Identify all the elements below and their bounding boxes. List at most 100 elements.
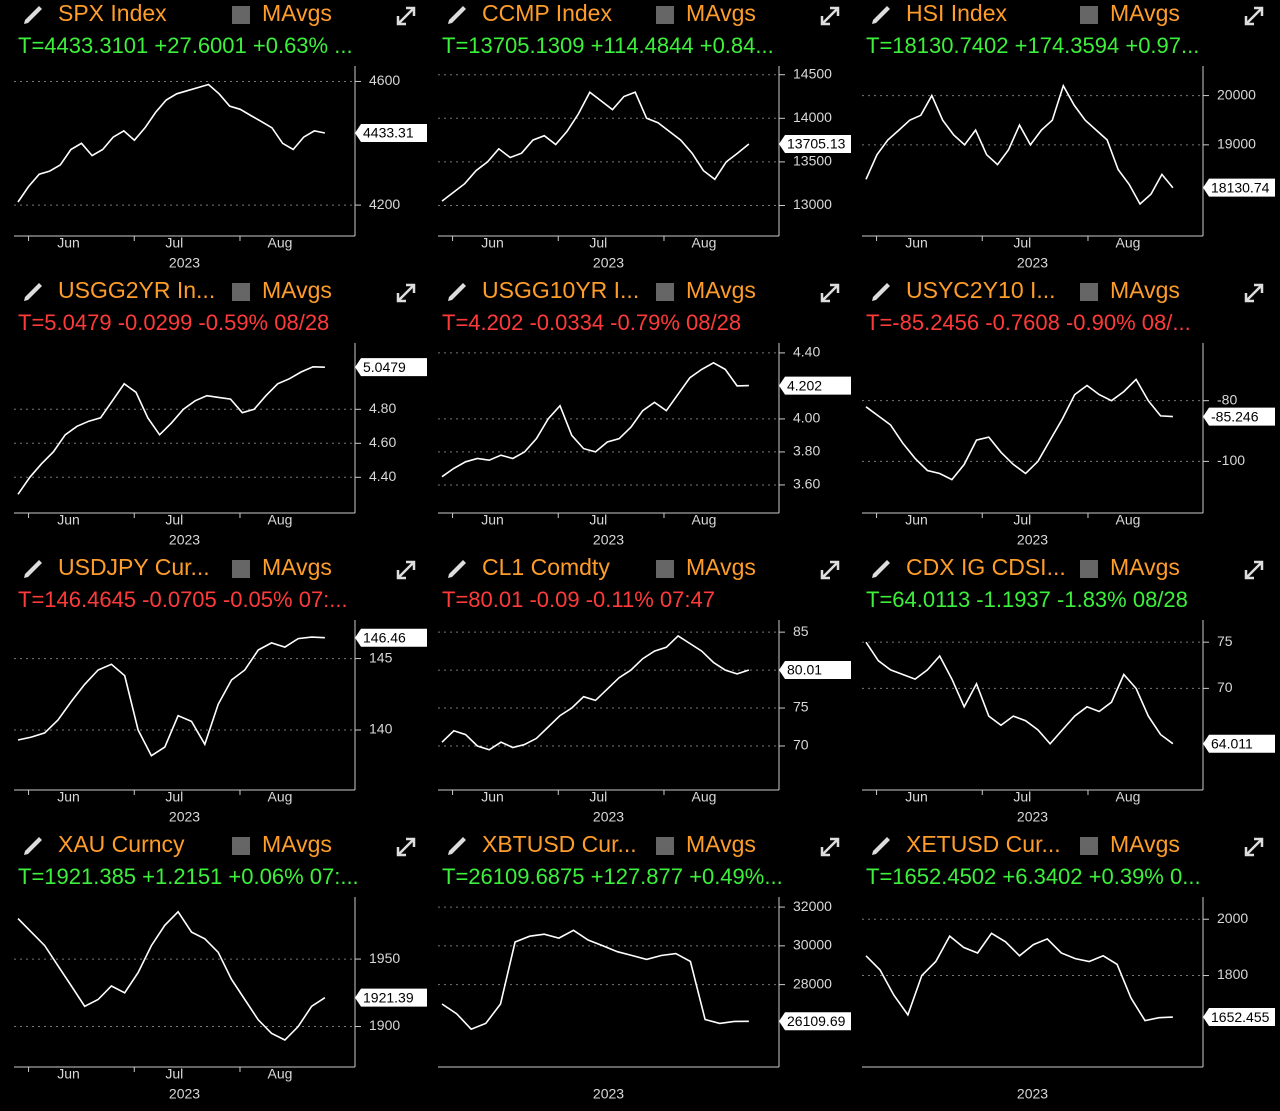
legend-checkbox[interactable] bbox=[232, 6, 250, 24]
current-value: 5.0479 bbox=[355, 358, 427, 377]
current-label: 64.011 bbox=[1211, 735, 1253, 751]
expand-icon[interactable] bbox=[1244, 837, 1264, 857]
quote-line: T=5.0479 -0.0299 -0.59% 08/28 bbox=[18, 310, 329, 335]
chart-title: XETUSD Cur... bbox=[906, 831, 1061, 857]
x-tick-label: Aug bbox=[1116, 235, 1141, 251]
legend-label: MAvgs bbox=[686, 831, 756, 857]
x-tick-label: Jul bbox=[165, 1066, 183, 1082]
price-line bbox=[865, 932, 1173, 1022]
current-value: 18130.74 bbox=[1203, 178, 1275, 197]
legend-checkbox[interactable] bbox=[1080, 6, 1098, 24]
x-axis-label: 2023 bbox=[169, 532, 200, 548]
y-tick-label: 13000 bbox=[793, 196, 832, 212]
edit-icon[interactable] bbox=[24, 283, 42, 301]
expand-icon[interactable] bbox=[1244, 283, 1264, 303]
edit-icon[interactable] bbox=[24, 837, 42, 855]
legend-checkbox[interactable] bbox=[656, 283, 674, 301]
y-tick-label: -80 bbox=[1217, 391, 1237, 407]
chart-panel: USGG2YR In... MAvgs T=5.0479 -0.0299 -0.59… bbox=[14, 277, 427, 548]
quote-line: T=18130.7402 +174.3594 +0.97... bbox=[866, 33, 1199, 58]
y-tick-label: 70 bbox=[1217, 679, 1233, 695]
y-tick-label: 2000 bbox=[1217, 910, 1248, 926]
x-tick-label: Jun bbox=[57, 789, 80, 805]
edit-icon[interactable] bbox=[872, 837, 890, 855]
x-tick-label: Jul bbox=[589, 235, 607, 251]
legend-checkbox[interactable] bbox=[656, 837, 674, 855]
chart-panel: USYC2Y10 I... MAvgs T=-85.2456 -0.7608 -0.… bbox=[862, 277, 1275, 548]
x-axis-label: 2023 bbox=[593, 532, 624, 548]
chart-panel: HSI Index MAvgs T=18130.7402 +174.3594 +0.… bbox=[862, 0, 1275, 271]
current-label: 80.01 bbox=[787, 662, 822, 678]
legend-label: MAvgs bbox=[686, 0, 756, 26]
y-tick-label: 75 bbox=[793, 699, 809, 715]
current-label: 4433.31 bbox=[363, 125, 414, 141]
x-axis-label: 2023 bbox=[169, 1086, 200, 1102]
expand-icon[interactable] bbox=[1244, 6, 1264, 26]
current-value: 64.011 bbox=[1203, 734, 1275, 753]
current-label: 5.0479 bbox=[363, 359, 406, 375]
legend-checkbox[interactable] bbox=[1080, 837, 1098, 855]
legend-checkbox[interactable] bbox=[1080, 283, 1098, 301]
current-value: 146.46 bbox=[355, 628, 427, 647]
expand-icon[interactable] bbox=[396, 6, 416, 26]
chart-title: XAU Curncy bbox=[58, 831, 185, 857]
chart-panel: CCMP Index MAvgs T=13705.1309 +114.4844 +0… bbox=[438, 0, 851, 271]
x-tick-label: Aug bbox=[268, 1066, 293, 1082]
price-line bbox=[17, 910, 326, 1041]
legend-checkbox[interactable] bbox=[1080, 560, 1098, 578]
edit-icon[interactable] bbox=[872, 283, 890, 301]
edit-icon[interactable] bbox=[448, 560, 466, 578]
price-line bbox=[441, 634, 750, 751]
chart-panel: USGG10YR I... MAvgs T=4.202 -0.0334 -0.79%… bbox=[438, 277, 851, 548]
edit-icon[interactable] bbox=[872, 560, 890, 578]
edit-icon[interactable] bbox=[24, 560, 42, 578]
legend-checkbox[interactable] bbox=[656, 6, 674, 24]
x-tick-label: Jun bbox=[57, 1066, 80, 1082]
current-value: 13705.13 bbox=[779, 135, 851, 154]
x-tick-label: Jun bbox=[481, 235, 504, 251]
legend-label: MAvgs bbox=[686, 554, 756, 580]
y-tick-label: 28000 bbox=[793, 975, 832, 991]
expand-icon[interactable] bbox=[820, 6, 840, 26]
quote-line: T=1652.4502 +6.3402 +0.39% 0... bbox=[866, 864, 1201, 889]
quote-line: T=64.0113 -1.1937 -1.83% 08/28 bbox=[866, 587, 1188, 612]
chart-panel: USDJPY Cur... MAvgs T=146.4645 -0.0705 -0.… bbox=[14, 554, 427, 825]
current-marker bbox=[355, 123, 427, 142]
current-label: 1921.39 bbox=[363, 989, 414, 1005]
legend-checkbox[interactable] bbox=[232, 837, 250, 855]
chart-panel: XBTUSD Cur... MAvgs T=26109.6875 +127.877 … bbox=[438, 831, 851, 1102]
expand-icon[interactable] bbox=[396, 837, 416, 857]
edit-icon[interactable] bbox=[448, 283, 466, 301]
legend-checkbox[interactable] bbox=[656, 560, 674, 578]
expand-icon[interactable] bbox=[820, 560, 840, 580]
expand-icon[interactable] bbox=[396, 283, 416, 303]
edit-icon[interactable] bbox=[24, 6, 42, 24]
current-marker bbox=[779, 376, 851, 395]
x-tick-label: Aug bbox=[268, 512, 293, 528]
x-axis-label: 2023 bbox=[1017, 1086, 1048, 1102]
edit-icon[interactable] bbox=[448, 6, 466, 24]
current-marker bbox=[1203, 178, 1275, 197]
x-tick-label: Jun bbox=[905, 235, 928, 251]
edit-icon[interactable] bbox=[872, 6, 890, 24]
expand-icon[interactable] bbox=[820, 837, 840, 857]
expand-icon[interactable] bbox=[820, 283, 840, 303]
x-tick-label: Aug bbox=[268, 789, 293, 805]
legend-label: MAvgs bbox=[262, 831, 332, 857]
y-tick-label: 75 bbox=[1217, 633, 1233, 649]
legend-checkbox[interactable] bbox=[232, 283, 250, 301]
current-marker bbox=[779, 661, 851, 680]
current-marker bbox=[355, 988, 427, 1007]
legend-checkbox[interactable] bbox=[232, 560, 250, 578]
y-tick-label: 145 bbox=[369, 649, 393, 665]
y-tick-label: 4.40 bbox=[793, 344, 820, 360]
edit-icon[interactable] bbox=[448, 837, 466, 855]
expand-icon[interactable] bbox=[1244, 560, 1264, 580]
y-tick-label: 4600 bbox=[369, 72, 400, 88]
x-axis-label: 2023 bbox=[1017, 532, 1048, 548]
price-line bbox=[17, 636, 325, 757]
expand-icon[interactable] bbox=[396, 560, 416, 580]
current-value: 4.202 bbox=[779, 376, 851, 395]
current-label: 13705.13 bbox=[787, 136, 846, 152]
y-tick-label: 30000 bbox=[793, 937, 832, 953]
